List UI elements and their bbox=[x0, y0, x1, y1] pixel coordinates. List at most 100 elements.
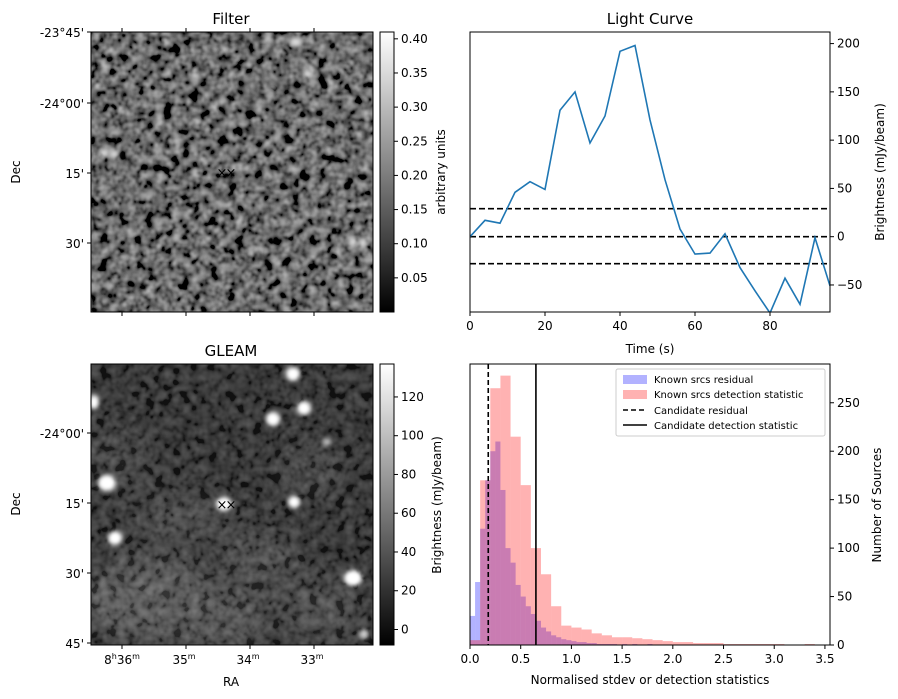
colorbar-tick-label: 0 bbox=[401, 622, 409, 636]
hist-bar bbox=[622, 637, 633, 645]
hist-bar bbox=[535, 620, 541, 645]
filter-ra-ticks bbox=[121, 28, 315, 316]
hist-bar bbox=[662, 641, 673, 645]
x-tick-label: 1.5 bbox=[613, 652, 632, 666]
hist-bar bbox=[551, 635, 557, 645]
hist-legend: Known srcs residual Known srcs detection… bbox=[615, 368, 826, 437]
ra-tick-label: 35m bbox=[172, 652, 195, 667]
hist-bar bbox=[546, 631, 552, 645]
x-tick-label: 0.5 bbox=[511, 652, 530, 666]
dec-tick-label: -24°00' bbox=[40, 427, 84, 441]
hist-bar bbox=[551, 606, 562, 645]
colorbar-tick-label: 0.15 bbox=[401, 203, 428, 217]
dec-tick-label: 30' bbox=[65, 567, 84, 581]
light-curve-panel: Light Curve 0 20 40 60 80 −50 0 50 100 150 200 Ti… bbox=[466, 10, 887, 356]
hist-bar bbox=[571, 641, 577, 645]
hist-bar bbox=[561, 639, 567, 645]
ra-tick-label: 34m bbox=[236, 652, 259, 667]
hist-bar bbox=[586, 643, 592, 645]
filter-panel: Filter × × -23°45' -24°00' 15' 3 bbox=[9, 10, 448, 316]
y-tick-label: −50 bbox=[837, 278, 862, 292]
hist-bar bbox=[480, 528, 486, 645]
hist-bar bbox=[495, 441, 501, 645]
hist-bar bbox=[576, 642, 582, 645]
gleam-ra-ticks: 8h36m 35m 34m 33m bbox=[104, 645, 324, 667]
histogram-panel: 0.0 0.5 1.0 1.5 2.0 2.5 3.0 3.5 0 50 100 150 200 250… bbox=[460, 363, 884, 687]
dec-tick-label: -24°00' bbox=[40, 97, 84, 111]
hist-bar bbox=[642, 639, 653, 645]
hist-bar bbox=[703, 643, 714, 645]
dec-tick-label: 15' bbox=[65, 497, 84, 511]
gleam-dec-ticks: -24°00' 15' 30' 45' bbox=[40, 427, 91, 651]
x-tick-label: 0.0 bbox=[460, 652, 479, 666]
gleam-panel: GLEAM bbox=[9, 342, 444, 689]
y-tick-label: 250 bbox=[837, 396, 860, 410]
gleam-bright-sources bbox=[91, 367, 369, 639]
gleam-red-marker: × bbox=[226, 498, 237, 513]
legend-label: Known srcs residual bbox=[654, 375, 753, 386]
hist-bar bbox=[500, 375, 511, 645]
hist-bar bbox=[490, 388, 501, 645]
legend-label: Candidate residual bbox=[654, 406, 748, 417]
dec-tick-label: 45' bbox=[65, 637, 84, 651]
gleam-title: GLEAM bbox=[205, 342, 258, 360]
x-tick-label: 2.5 bbox=[714, 652, 733, 666]
hist-bar bbox=[540, 627, 547, 645]
ra-tick-label: 33m bbox=[300, 652, 323, 667]
filter-red-marker: × bbox=[226, 166, 237, 181]
y-tick-label: 100 bbox=[837, 541, 860, 555]
hist-bar bbox=[475, 582, 481, 645]
x-tick-label: 80 bbox=[762, 319, 777, 333]
dec-tick-label: 30' bbox=[65, 237, 84, 251]
hist-bar bbox=[505, 548, 511, 645]
colorbar-tick-label: 60 bbox=[401, 506, 416, 520]
colorbar-tick-label: 0.35 bbox=[401, 66, 428, 80]
y-tick-label: 150 bbox=[837, 85, 860, 99]
hist-bar bbox=[632, 638, 643, 645]
hist-bar bbox=[682, 642, 694, 645]
hist-bar bbox=[500, 489, 506, 645]
hist-bar bbox=[672, 642, 683, 645]
hist-bar bbox=[566, 640, 572, 645]
filter-ylabel: Dec bbox=[9, 160, 23, 183]
hist-bar bbox=[510, 436, 521, 645]
gleam-ylabel: Dec bbox=[9, 492, 23, 515]
light-curve-title: Light Curve bbox=[607, 10, 693, 28]
hist-bar bbox=[713, 643, 724, 645]
hist-bar bbox=[601, 635, 612, 645]
hist-bar bbox=[520, 485, 531, 645]
filter-cbar-label: arbitrary units bbox=[434, 129, 448, 215]
light-curve-ylabel: Brightness (mJy/beam) bbox=[873, 103, 887, 241]
ra-tick-label: 8h36m bbox=[104, 652, 140, 667]
y-tick-label: 100 bbox=[837, 133, 860, 147]
hist-bar bbox=[611, 637, 623, 645]
legend-swatch-residual bbox=[623, 375, 647, 384]
colorbar-tick-label: 0.30 bbox=[401, 100, 428, 114]
hist-bar bbox=[510, 562, 516, 645]
hist-bar bbox=[530, 613, 536, 645]
colorbar-tick-label: 0.40 bbox=[401, 32, 428, 46]
hist-bar bbox=[693, 643, 704, 645]
hist-bar bbox=[515, 584, 521, 645]
y-tick-label: 0 bbox=[837, 638, 845, 652]
y-tick-label: 200 bbox=[837, 444, 860, 458]
light-curve-xlabel: Time (s) bbox=[625, 342, 675, 356]
hist-bar bbox=[540, 574, 552, 645]
gleam-blue-marker: × bbox=[217, 498, 228, 513]
x-tick-label: 2.0 bbox=[663, 652, 682, 666]
light-curve-yticks: −50 0 50 100 150 200 bbox=[830, 37, 862, 292]
hist-ylabel: Number of Sources bbox=[870, 448, 884, 563]
hist-detection-bars bbox=[470, 375, 815, 645]
hist-bar bbox=[561, 625, 572, 645]
hist-bar bbox=[480, 480, 491, 645]
hist-bar bbox=[581, 629, 592, 645]
colorbar-tick-label: 0.25 bbox=[401, 134, 428, 148]
filter-colorbar: 0.40 0.35 0.30 0.25 0.20 0.15 0.10 0.05 arbitra… bbox=[379, 31, 448, 313]
hist-bar bbox=[571, 627, 582, 645]
x-tick-label: 60 bbox=[687, 319, 702, 333]
colorbar-tick-label: 0.10 bbox=[401, 237, 428, 251]
hist-bar bbox=[470, 615, 476, 645]
filter-title: Filter bbox=[212, 10, 250, 28]
x-tick-label: 3.5 bbox=[815, 652, 834, 666]
